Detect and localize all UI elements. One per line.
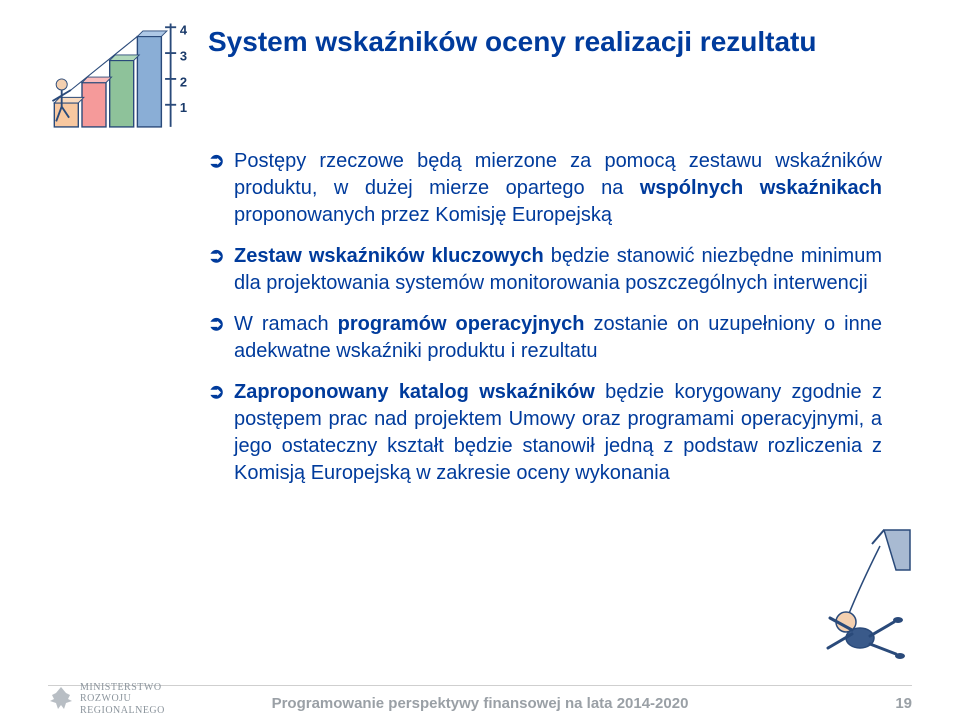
svg-text:3: 3 [180,48,187,63]
svg-text:1: 1 [180,100,187,115]
bullet-3: ➲ W ramach programów operacyjnych zostan… [208,311,882,365]
bullet-arrow-icon: ➲ [208,243,234,297]
bullet-text: Zaproponowany katalog wskaźników będzie … [234,379,882,487]
bullet-list: ➲ Postępy rzeczowe będą mierzone za pomo… [208,148,912,487]
bullet-text: W ramach programów operacyjnych zostanie… [234,311,882,365]
slide-footer: MINISTERSTWO ROZWOJU REGIONALNEGO Progra… [0,664,960,724]
svg-text:2: 2 [180,74,187,89]
falling-person-icon [800,526,920,666]
bullet-arrow-icon: ➲ [208,148,234,229]
bullet-arrow-icon: ➲ [208,311,234,365]
slide-header: 4 3 2 1 [48,18,912,138]
bullet-arrow-icon: ➲ [208,379,234,487]
bullet-text: Zestaw wskaźników kluczowych będzie stan… [234,243,882,297]
bullet-2: ➲ Zestaw wskaźników kluczowych będzie st… [208,243,882,297]
svg-text:4: 4 [180,23,188,38]
page-number: 19 [895,695,912,712]
bullet-text: Postępy rzeczowe będą mierzone za pomocą… [234,148,882,229]
slide: 4 3 2 1 [0,0,960,724]
bar-chart-icon: 4 3 2 1 [48,18,188,138]
bullet-4: ➲ Zaproponowany katalog wskaźników będzi… [208,379,882,487]
slide-title: System wskaźników oceny realizacji rezul… [208,26,816,58]
bullet-1: ➲ Postępy rzeczowe będą mierzone za pomo… [208,148,882,229]
footer-caption: Programowanie perspektywy finansowej na … [0,695,960,712]
footer-divider [48,685,912,686]
